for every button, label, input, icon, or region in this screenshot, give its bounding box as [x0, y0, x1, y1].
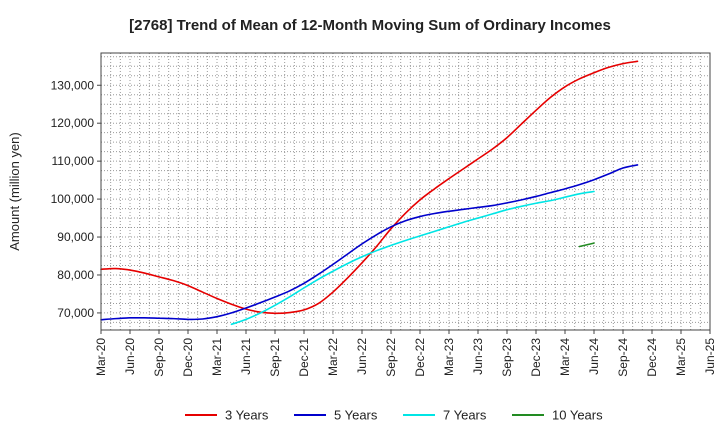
x-tick-label: Jun-20 [123, 338, 137, 375]
x-tick-label: Dec-24 [645, 338, 659, 377]
y-tick-label: 120,000 [51, 116, 95, 130]
x-tick-label: Sep-21 [268, 338, 282, 377]
x-tick-label: Mar-23 [442, 338, 456, 376]
legend-label-5-years: 5 Years [334, 408, 378, 423]
x-tick-label: Sep-22 [384, 338, 398, 377]
y-tick-label: 130,000 [51, 78, 95, 92]
x-tick-label: Mar-25 [674, 338, 688, 376]
series-line-7-years [230, 190, 595, 326]
series-line-5-years [100, 164, 639, 321]
x-tick-label: Sep-23 [500, 338, 514, 377]
x-tick-label: Dec-22 [413, 338, 427, 377]
series-line-3-years [100, 60, 639, 315]
x-tick-label: Jun-21 [239, 338, 253, 375]
y-axis: 70,000 80,000 90,000 100,000 110,000 120,000 1… [51, 78, 101, 320]
y-tick-label: 80,000 [57, 268, 94, 282]
y-tick-label: 90,000 [57, 230, 94, 244]
y-axis-title: Amount (million yen) [7, 132, 22, 251]
x-axis: Mar-20 Jun-20 Sep-20 Dec-20 Mar-21 Jun-21 Sep-… [94, 330, 717, 377]
x-tick-label: Jun-22 [355, 338, 369, 375]
plot-area [101, 53, 710, 330]
legend-label-10-years: 10 Years [552, 408, 603, 423]
x-tick-label: Mar-20 [94, 338, 108, 376]
x-tick-label: Sep-24 [616, 338, 630, 377]
x-tick-label: Mar-21 [210, 338, 224, 376]
y-tick-label: 110,000 [52, 154, 95, 168]
x-tick-label: Mar-24 [558, 338, 572, 376]
x-tick-label: Mar-22 [326, 338, 340, 376]
y-tick-label: 100,000 [51, 192, 95, 206]
series-group [100, 60, 639, 326]
x-tick-label: Jun-23 [471, 338, 485, 375]
x-tick-label: Jun-25 [703, 338, 717, 375]
x-tick-label: Dec-23 [529, 338, 543, 377]
legend-label-3-years: 3 Years [225, 408, 269, 423]
plot-border [100, 52, 711, 331]
legend: 3 Years 5 Years 7 Years 10 Years [185, 408, 603, 423]
chart-title: [2768] Trend of Mean of 12-Month Moving … [129, 17, 611, 34]
x-tick-label: Jun-24 [587, 338, 601, 375]
x-tick-label: Dec-21 [297, 338, 311, 377]
x-tick-label: Sep-20 [152, 338, 166, 377]
x-tick-label: Dec-20 [181, 338, 195, 377]
y-tick-label: 70,000 [57, 306, 94, 320]
legend-label-7-years: 7 Years [443, 408, 487, 423]
series-line-10-years [578, 242, 595, 248]
